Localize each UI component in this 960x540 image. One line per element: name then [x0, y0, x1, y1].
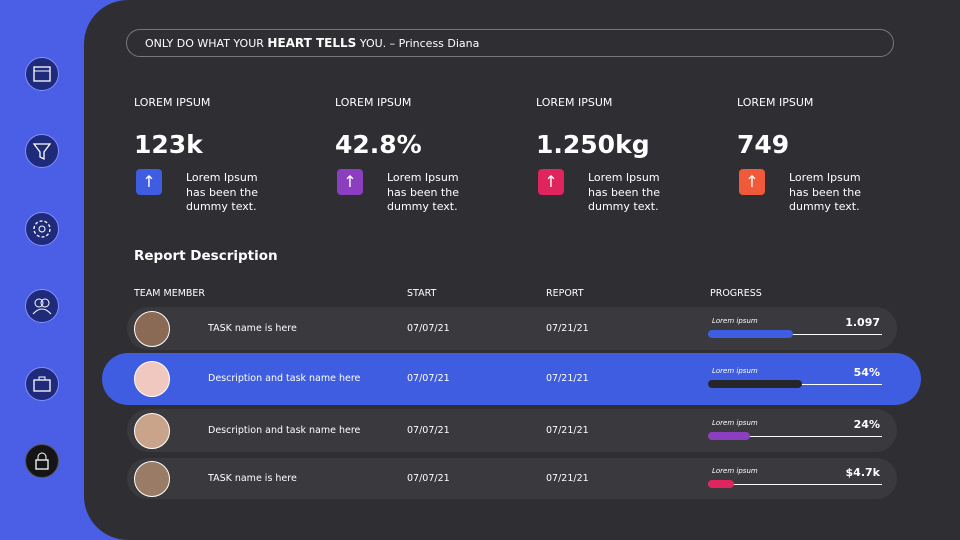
calendar-icon[interactable] — [25, 57, 59, 91]
icon — [35, 452, 49, 470]
progress-label: Lorem ipsum — [712, 316, 758, 325]
stat-value: 123k — [134, 130, 203, 159]
progress-bar — [708, 380, 802, 388]
table-row[interactable] — [127, 458, 897, 499]
avatar — [134, 361, 170, 397]
progress-bar — [708, 479, 735, 488]
progress-track — [708, 435, 882, 437]
progress-bar — [708, 329, 794, 338]
stat-value: 1.250kg — [536, 130, 650, 159]
quote-box: ONLY DO WHAT YOUR HEART TELLS YOU. – Pri… — [126, 29, 894, 57]
start-date: 07/07/21 — [407, 472, 450, 484]
icon — [33, 220, 51, 238]
team-icon[interactable] — [25, 289, 59, 323]
progress-track — [708, 483, 882, 485]
stat-label: LOREM IPSUM — [536, 96, 613, 109]
stat-description: Lorem Ipsum has been the dummy text. — [789, 171, 861, 213]
stat-description: Lorem Ipsum has been the dummy text. — [186, 171, 258, 213]
icon — [32, 143, 52, 161]
progress-label: Lorem ipsum — [712, 466, 758, 475]
stat-value: 749 — [737, 130, 790, 159]
quote-emphasis: HEART TELLS — [267, 36, 357, 50]
table-row[interactable] — [127, 409, 897, 452]
column-header: START — [407, 288, 437, 299]
stat-arrow-icon: ↑ — [739, 169, 765, 195]
progress-text: $4.7k — [845, 465, 880, 479]
stat-label: LOREM IPSUM — [335, 96, 412, 109]
icon — [33, 376, 51, 392]
icon — [32, 298, 52, 315]
progress-text: 1.097 — [845, 315, 880, 329]
progress-label: Lorem ipsum — [712, 418, 758, 427]
icon — [33, 66, 51, 82]
table-row[interactable] — [127, 307, 897, 350]
stat-arrow-icon: ↑ — [337, 169, 363, 195]
stat-description: Lorem Ipsum has been the dummy text. — [588, 171, 660, 213]
column-header: REPORT — [546, 288, 584, 299]
stat-arrow-icon: ↑ — [136, 169, 162, 195]
report-date: 07/21/21 — [546, 472, 589, 484]
filter-icon[interactable] — [25, 134, 59, 168]
task-name: TASK name is here — [208, 322, 297, 334]
quote-tail: YOU. – Princess Diana — [359, 37, 480, 50]
report-title: Report Description — [134, 248, 278, 264]
lock-icon[interactable] — [25, 444, 59, 478]
progress-text: 54% — [853, 366, 880, 379]
stat-label: LOREM IPSUM — [134, 96, 211, 109]
start-date: 07/07/21 — [407, 373, 450, 384]
stat-description: Lorem Ipsum has been the dummy text. — [387, 171, 459, 213]
report-date: 07/21/21 — [546, 424, 589, 436]
avatar — [134, 310, 170, 347]
settings-icon[interactable] — [25, 212, 59, 246]
progress-bar — [708, 431, 750, 440]
progress-track — [708, 333, 882, 335]
quote-lead: ONLY DO WHAT YOUR — [145, 37, 264, 50]
avatar — [134, 412, 170, 449]
row-highlighted[interactable] — [102, 353, 921, 405]
start-date: 07/07/21 — [407, 424, 450, 436]
progress-text: 24% — [853, 417, 880, 431]
column-header: TEAM MEMBER — [134, 288, 206, 299]
task-name: Description and task name here — [208, 373, 361, 384]
task-name: TASK name is here — [208, 472, 297, 484]
briefcase-icon[interactable] — [25, 367, 59, 401]
column-header: PROGRESS — [710, 288, 762, 299]
task-name: Description and task name here — [208, 424, 361, 436]
stat-value: 42.8% — [335, 130, 422, 159]
stat-label: LOREM IPSUM — [737, 96, 814, 109]
report-date: 07/21/21 — [546, 322, 589, 334]
progress-label: Lorem ipsum — [712, 367, 758, 375]
avatar — [134, 460, 170, 497]
start-date: 07/07/21 — [407, 322, 450, 334]
stat-arrow-icon: ↑ — [538, 169, 564, 195]
report-date: 07/21/21 — [546, 373, 589, 384]
